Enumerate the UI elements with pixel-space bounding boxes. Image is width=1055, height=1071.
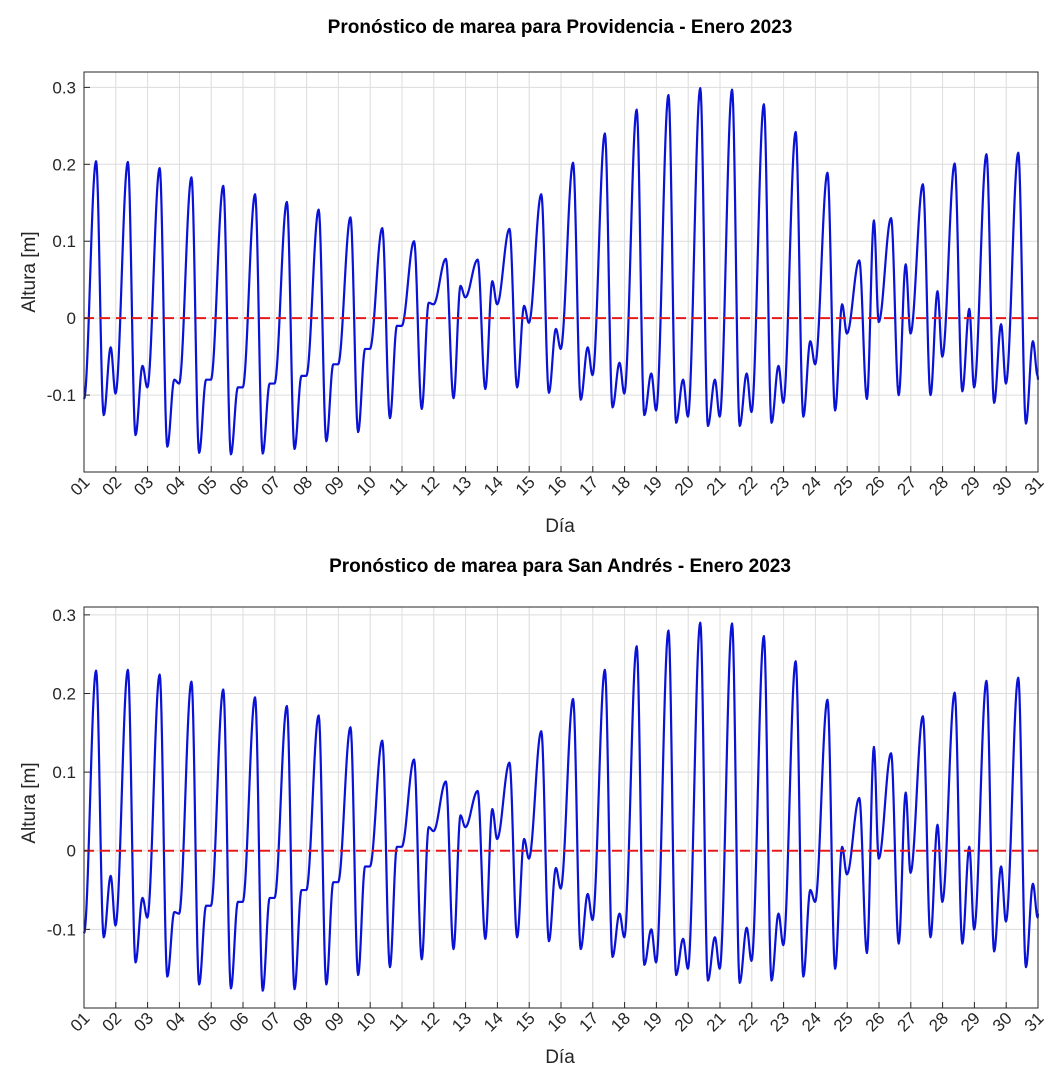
x-tick-label: 02 xyxy=(99,1009,126,1036)
x-tick-label: 31 xyxy=(1021,473,1048,500)
x-tick-label: 09 xyxy=(321,1009,348,1036)
x-tick-label: 17 xyxy=(576,1009,603,1036)
x-tick-label: 07 xyxy=(258,473,285,500)
tide-series-line xyxy=(82,621,1040,992)
x-tick-label: 27 xyxy=(894,473,921,500)
x-tick-label: 21 xyxy=(703,1009,730,1036)
x-tick-label: 15 xyxy=(512,473,539,500)
x-tick-label: 22 xyxy=(735,1009,762,1036)
x-axis-ticks: 01 02 03 04 05 06 07 08 09 10 11 12 13 14 15 16 17 18 19 20… xyxy=(67,1002,1048,1036)
x-tick-label: 01 xyxy=(67,1009,94,1036)
x-tick-label: 13 xyxy=(448,1009,475,1036)
x-tick-label: 20 xyxy=(671,473,698,500)
x-tick-label: 27 xyxy=(894,1009,921,1036)
x-tick-label: 30 xyxy=(989,473,1016,500)
x-tick-label: 29 xyxy=(957,473,984,500)
x-tick-label: 12 xyxy=(417,1009,444,1036)
x-tick-label: 19 xyxy=(639,473,666,500)
x-tick-label: 03 xyxy=(130,473,157,500)
x-tick-label: 04 xyxy=(162,1009,189,1036)
tide-series-line xyxy=(82,87,1040,456)
y-tick-label: 0 xyxy=(67,842,76,861)
x-axis-label: Día xyxy=(545,1047,575,1068)
y-tick-label: 0.1 xyxy=(52,763,76,782)
x-tick-label: 28 xyxy=(925,473,952,500)
x-tick-label: 07 xyxy=(258,1009,285,1036)
chart-providencia: Pronóstico de marea para Providencia - E… xyxy=(19,17,1048,537)
y-axis-ticks: -0.1 0 0.1 0.2 0.3 xyxy=(47,606,90,939)
x-tick-label: 08 xyxy=(289,473,316,500)
x-tick-label: 14 xyxy=(480,1009,507,1036)
x-tick-label: 20 xyxy=(671,1009,698,1036)
x-tick-label: 26 xyxy=(862,473,889,500)
chart-title: Pronóstico de marea para Providencia - E… xyxy=(328,17,793,38)
x-tick-label: 10 xyxy=(353,473,380,500)
x-tick-label: 28 xyxy=(925,1009,952,1036)
x-tick-label: 04 xyxy=(162,473,189,500)
x-tick-label: 22 xyxy=(735,473,762,500)
x-tick-label: 31 xyxy=(1021,1009,1048,1036)
y-axis-ticks: -0.1 0 0.1 0.2 0.3 xyxy=(47,78,90,405)
y-tick-label: 0 xyxy=(67,309,76,328)
x-tick-label: 08 xyxy=(289,1009,316,1036)
grid xyxy=(83,607,1039,1008)
x-tick-label: 06 xyxy=(226,1009,253,1036)
x-tick-label: 05 xyxy=(194,473,221,500)
y-axis-label: Altura [m] xyxy=(19,762,40,843)
x-tick-label: 25 xyxy=(830,473,857,500)
x-tick-label: 25 xyxy=(830,1009,857,1036)
x-tick-label: 13 xyxy=(448,473,475,500)
x-tick-label: 24 xyxy=(798,473,825,500)
x-tick-label: 19 xyxy=(639,1009,666,1036)
x-tick-label: 14 xyxy=(480,473,507,500)
x-tick-label: 16 xyxy=(544,473,571,500)
x-axis-ticks: 01 02 03 04 05 06 07 08 09 10 11 12 13 14 15 16 17 18 19 20… xyxy=(67,466,1048,500)
x-tick-label: 18 xyxy=(607,1009,634,1036)
y-tick-label: 0.2 xyxy=(52,684,76,703)
y-tick-label: -0.1 xyxy=(47,386,76,405)
x-tick-label: 17 xyxy=(576,473,603,500)
chart-san-andres: Pronóstico de marea para San Andrés - En… xyxy=(19,556,1048,1068)
x-tick-label: 02 xyxy=(99,473,126,500)
x-tick-label: 03 xyxy=(130,1009,157,1036)
x-tick-label: 29 xyxy=(957,1009,984,1036)
grid xyxy=(83,72,1039,472)
x-tick-label: 21 xyxy=(703,473,730,500)
x-tick-label: 09 xyxy=(321,473,348,500)
x-tick-label: 23 xyxy=(766,473,793,500)
y-tick-label: 0.2 xyxy=(52,155,76,174)
x-tick-label: 16 xyxy=(544,1009,571,1036)
x-axis-label: Día xyxy=(545,516,575,537)
x-tick-label: 26 xyxy=(862,1009,889,1036)
x-tick-label: 30 xyxy=(989,1009,1016,1036)
x-tick-label: 15 xyxy=(512,1009,539,1036)
y-tick-label: 0.3 xyxy=(52,78,76,97)
x-tick-label: 12 xyxy=(417,473,444,500)
x-tick-label: 10 xyxy=(353,1009,380,1036)
x-tick-label: 24 xyxy=(798,1009,825,1036)
y-axis-label: Altura [m] xyxy=(19,231,40,312)
x-tick-label: 06 xyxy=(226,473,253,500)
x-tick-label: 11 xyxy=(385,473,411,499)
x-tick-label: 05 xyxy=(194,1009,221,1036)
chart-title: Pronóstico de marea para San Andrés - En… xyxy=(329,556,791,577)
y-tick-label: 0.1 xyxy=(52,232,76,251)
y-tick-label: -0.1 xyxy=(47,920,76,939)
x-tick-label: 11 xyxy=(385,1009,411,1035)
x-tick-label: 23 xyxy=(766,1009,793,1036)
x-tick-label: 01 xyxy=(67,473,94,500)
y-tick-label: 0.3 xyxy=(52,606,76,625)
x-tick-label: 18 xyxy=(607,473,634,500)
